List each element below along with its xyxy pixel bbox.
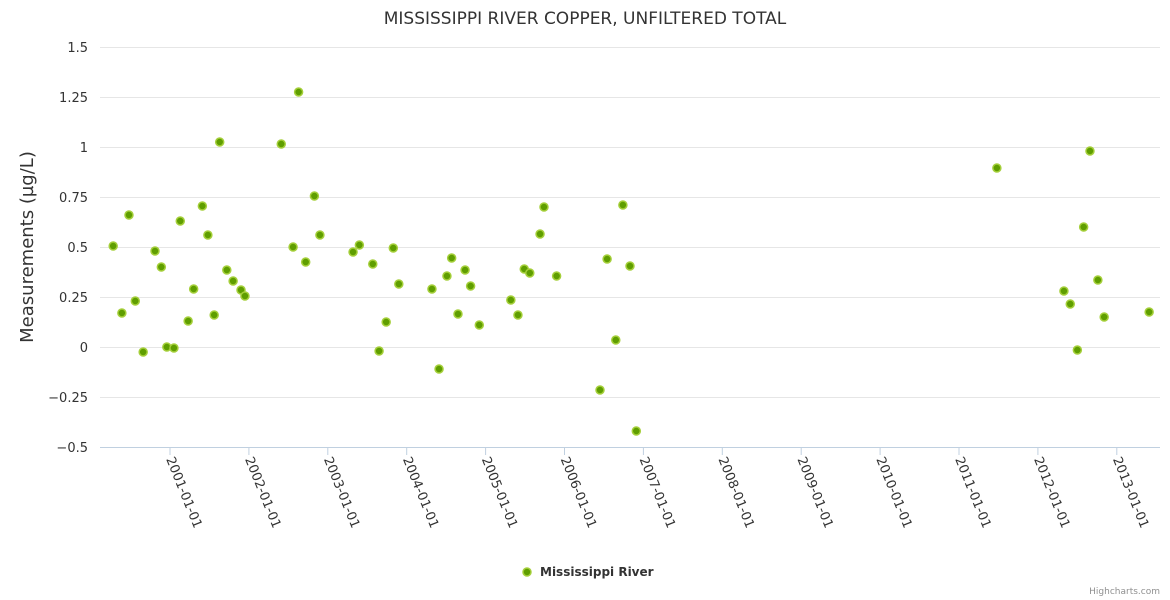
data-point[interactable] xyxy=(300,257,311,267)
data-point[interactable] xyxy=(354,240,365,250)
data-point[interactable] xyxy=(348,247,358,257)
data-point[interactable] xyxy=(1059,286,1069,296)
data-point[interactable] xyxy=(992,163,1002,173)
x-tick-label: 2011-01-01 xyxy=(951,455,993,531)
data-point[interactable] xyxy=(293,87,304,97)
data-point[interactable] xyxy=(183,316,193,326)
x-tick-label: 2005-01-01 xyxy=(478,455,520,531)
data-point[interactable] xyxy=(222,265,232,275)
data-point[interactable] xyxy=(108,241,118,251)
data-point[interactable] xyxy=(1099,312,1109,322)
data-point[interactable] xyxy=(625,261,635,271)
data-point[interactable] xyxy=(602,254,612,264)
data-point[interactable] xyxy=(595,385,605,395)
data-point[interactable] xyxy=(453,309,463,319)
data-point[interactable] xyxy=(513,310,523,320)
data-point[interactable] xyxy=(374,346,384,356)
data-point[interactable] xyxy=(427,284,437,294)
data-point[interactable] xyxy=(442,271,452,281)
legend-item[interactable]: Mississippi River xyxy=(522,565,654,579)
x-tick-label: 2010-01-01 xyxy=(872,455,914,531)
y-axis-ticks: −0.5 −0.25 0 0.25 0.5 0.75 1 1.25 1.5 xyxy=(48,41,88,456)
data-point[interactable] xyxy=(214,137,225,147)
y-tick-label: −0.25 xyxy=(48,391,88,406)
y-tick-label: 0.5 xyxy=(67,241,88,256)
data-point[interactable] xyxy=(240,291,250,301)
x-tick-label: 2013-01-01 xyxy=(1109,455,1151,531)
x-tick-label: 2003-01-01 xyxy=(320,455,362,531)
x-tick-label: 2007-01-01 xyxy=(636,455,678,531)
data-point[interactable] xyxy=(197,201,208,211)
grid-lines xyxy=(100,47,1160,448)
data-point[interactable] xyxy=(288,242,298,252)
legend-marker xyxy=(522,567,532,577)
data-point[interactable] xyxy=(276,139,286,149)
y-tick-label: −0.5 xyxy=(56,441,88,456)
data-point[interactable] xyxy=(1078,222,1089,232)
data-point[interactable] xyxy=(539,202,549,212)
y-tick-label: 1 xyxy=(80,141,88,156)
data-point[interactable] xyxy=(156,262,167,272)
data-point[interactable] xyxy=(124,210,134,220)
x-tick-label: 2006-01-01 xyxy=(557,455,599,531)
y-tick-label: 0 xyxy=(80,341,88,356)
y-tick-label: 0.25 xyxy=(59,291,88,306)
data-point[interactable] xyxy=(611,335,621,345)
data-point[interactable] xyxy=(169,343,179,353)
data-point[interactable] xyxy=(228,276,238,286)
x-tick-label: 2002-01-01 xyxy=(241,455,283,531)
x-tick-label: 2009-01-01 xyxy=(793,455,835,531)
data-point[interactable] xyxy=(525,268,535,278)
data-point[interactable] xyxy=(388,243,399,253)
data-point[interactable] xyxy=(117,308,127,318)
x-tick-label: 2004-01-01 xyxy=(399,455,441,531)
data-point[interactable] xyxy=(631,426,642,436)
data-point[interactable] xyxy=(551,271,562,281)
data-point[interactable] xyxy=(1065,299,1075,309)
data-point[interactable] xyxy=(465,281,476,291)
data-point[interactable] xyxy=(394,279,404,289)
data-point[interactable] xyxy=(618,200,628,210)
x-axis-ticks: 2001-01-01 2002-01-01 2003-01-01 2004-01-01… xyxy=(162,447,1151,531)
x-tick-label: 2008-01-01 xyxy=(715,455,757,531)
data-point[interactable] xyxy=(175,216,186,226)
data-point[interactable] xyxy=(474,320,485,330)
data-point[interactable] xyxy=(1144,307,1154,317)
x-tick-label: 2012-01-01 xyxy=(1030,455,1072,531)
data-point[interactable] xyxy=(368,259,378,269)
data-point[interactable] xyxy=(381,317,391,327)
data-point[interactable] xyxy=(1072,345,1083,355)
data-point[interactable] xyxy=(446,253,457,263)
data-point[interactable] xyxy=(188,284,199,294)
data-point[interactable] xyxy=(434,364,444,374)
data-point[interactable] xyxy=(315,230,325,240)
y-tick-label: 1.25 xyxy=(59,91,88,106)
data-point[interactable] xyxy=(203,230,213,240)
y-tick-label: 1.5 xyxy=(67,41,88,56)
data-point[interactable] xyxy=(535,229,545,239)
data-point[interactable] xyxy=(138,347,148,357)
data-point[interactable] xyxy=(1085,146,1095,156)
data-point[interactable] xyxy=(506,295,516,305)
chart-title: MISSISSIPPI RIVER COPPER, UNFILTERED TOT… xyxy=(384,9,787,29)
data-point[interactable] xyxy=(209,310,219,320)
data-point[interactable] xyxy=(460,265,470,275)
series-points xyxy=(108,87,1154,436)
legend-label: Mississippi River xyxy=(540,565,654,579)
data-point[interactable] xyxy=(1093,275,1103,285)
y-axis-label: Measurements (µg/L) xyxy=(17,151,38,343)
x-tick-label: 2001-01-01 xyxy=(162,455,204,531)
data-point[interactable] xyxy=(130,296,141,306)
data-point[interactable] xyxy=(309,191,320,201)
y-tick-label: 0.75 xyxy=(59,191,88,206)
data-point[interactable] xyxy=(150,246,160,256)
credits-link[interactable]: Highcharts.com xyxy=(1089,587,1160,597)
